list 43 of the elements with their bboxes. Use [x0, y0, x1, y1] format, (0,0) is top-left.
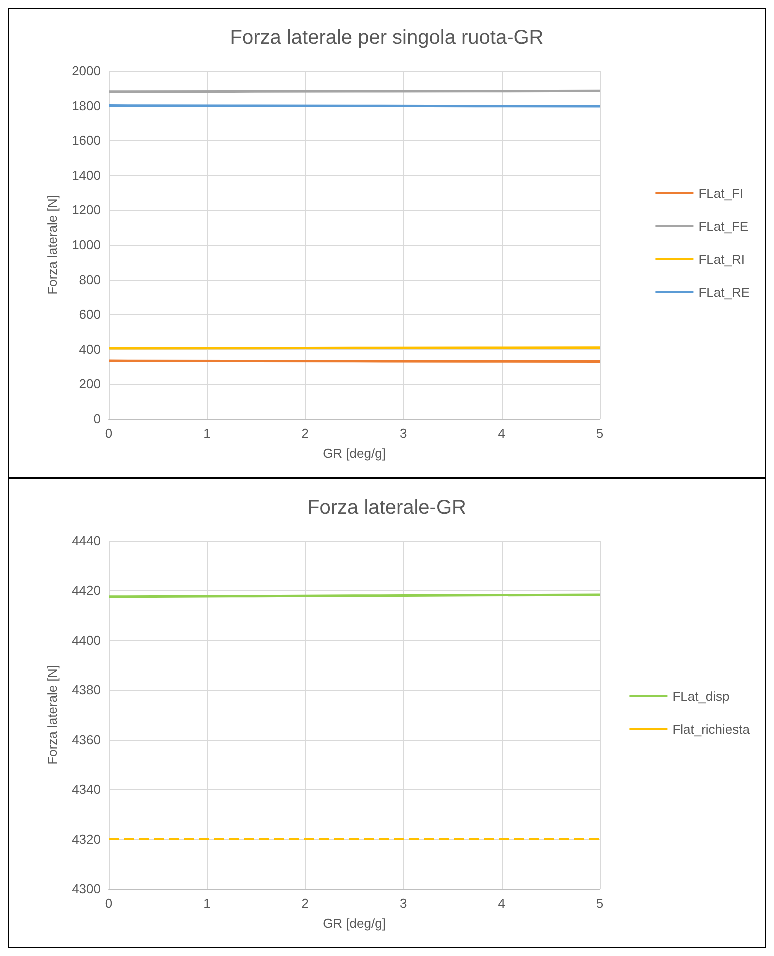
x-axis-title: GR [deg/g]	[323, 446, 386, 461]
y-tick-label: 4400	[72, 632, 101, 648]
legend-label: Flat_richiesta	[672, 722, 751, 737]
y-tick-label: 1800	[72, 98, 101, 114]
x-tick-label: 2	[302, 896, 310, 911]
x-tick-label: 3	[400, 896, 408, 911]
y-tick-label: 4340	[72, 782, 101, 798]
legend-label: FLat_RE	[698, 285, 750, 300]
y-tick-label: 0	[94, 412, 101, 426]
y-tick-label: 4320	[72, 832, 101, 847]
y-tick-label: 4420	[72, 583, 101, 598]
y-tick-label: 1200	[72, 202, 101, 218]
x-tick-label: 3	[400, 426, 408, 441]
x-tick-label: 1	[204, 426, 211, 441]
x-tick-label: 2	[302, 426, 310, 441]
x-tick-label: 4	[498, 426, 506, 441]
y-tick-label: 600	[79, 307, 101, 322]
y-tick-label: 1600	[72, 133, 101, 148]
chart-title: Forza laterale-GR	[308, 497, 466, 519]
y-tick-label: 200	[79, 376, 101, 392]
y-axis-title: Forza laterale [N]	[45, 665, 60, 765]
x-tick-label: 5	[596, 426, 604, 441]
x-tick-label: 0	[105, 426, 113, 441]
legend-label: FLat_RI	[698, 252, 745, 267]
y-tick-label: 4380	[72, 682, 101, 698]
y-tick-label: 4300	[72, 882, 101, 896]
y-tick-label: 2000	[72, 64, 101, 78]
y-tick-label: 800	[79, 272, 101, 288]
x-tick-label: 1	[204, 896, 211, 911]
legend-label: FLat_disp	[672, 689, 730, 704]
y-tick-label: 4360	[72, 732, 101, 748]
y-axis-title: Forza laterale [N]	[45, 195, 60, 295]
x-tick-label: 5	[596, 896, 604, 911]
y-tick-label: 4440	[72, 534, 101, 548]
y-tick-label: 1400	[72, 168, 101, 183]
x-axis-title: GR [deg/g]	[323, 916, 386, 931]
chart-title: Forza laterale per singola ruota-GR	[230, 27, 544, 49]
legend-label: FLat_FI	[698, 186, 744, 201]
x-tick-label: 0	[105, 896, 113, 911]
x-tick-label: 4	[498, 896, 506, 911]
y-tick-label: 1000	[72, 238, 101, 252]
y-tick-label: 400	[79, 342, 101, 357]
legend-label: FLat_FE	[698, 219, 749, 234]
